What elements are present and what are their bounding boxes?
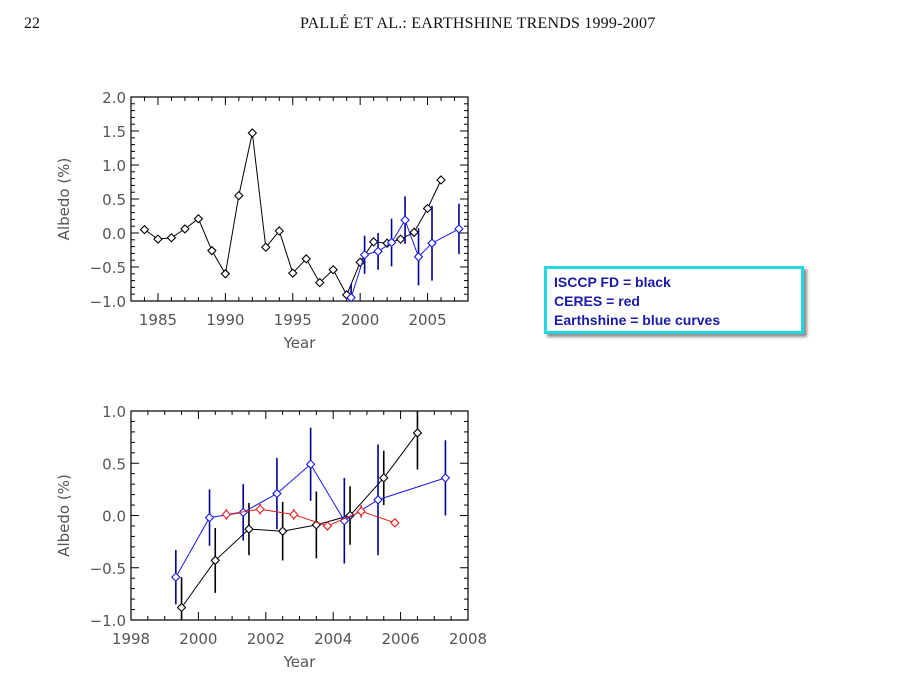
data-point	[272, 488, 282, 499]
data-point	[221, 509, 232, 520]
data-point	[234, 190, 244, 201]
data-point	[207, 245, 217, 256]
data-point	[261, 242, 271, 253]
data-point	[204, 512, 215, 523]
series-line	[175, 463, 446, 578]
data-point	[412, 428, 423, 438]
data-point	[277, 526, 288, 536]
series-ceres	[221, 504, 400, 531]
y-tick-label: −0.5	[90, 560, 126, 578]
y-tick-label: 0.5	[102, 455, 126, 473]
x-tick-label: 1998	[112, 630, 150, 648]
data-point	[378, 473, 389, 483]
x-axis-title: Year	[283, 334, 317, 352]
y-tick-label: −1.0	[90, 293, 126, 311]
data-point	[373, 495, 383, 505]
y-tick-label: −0.5	[90, 259, 126, 277]
data-point	[301, 254, 312, 264]
data-point	[386, 237, 397, 248]
data-point	[395, 234, 406, 244]
series-isccp-fd	[139, 128, 446, 300]
y-tick-label: 0.0	[102, 508, 126, 526]
data-point	[346, 292, 356, 303]
legend-earthshine: Earthshine = blue curves	[554, 312, 721, 328]
legend-ceres: CERES = red	[554, 293, 640, 309]
x-axis-title: Year	[283, 653, 317, 671]
legend-isccp: ISCCP FD = black	[554, 274, 671, 290]
x-tick-label: 1990	[206, 311, 244, 329]
series-earthshine	[171, 427, 451, 605]
data-point	[171, 572, 181, 582]
data-point	[244, 524, 254, 534]
data-point	[409, 227, 419, 238]
data-point	[400, 215, 410, 225]
y-tick-label: 1.5	[102, 123, 126, 141]
y-tick-label: 0.0	[102, 225, 126, 243]
data-point	[305, 459, 316, 470]
x-tick-label: 1995	[274, 311, 312, 329]
data-point	[180, 224, 190, 234]
data-point	[359, 249, 370, 260]
data-point	[220, 269, 231, 279]
x-tick-label: 2000	[179, 630, 217, 648]
series-isccp-fd	[176, 411, 423, 620]
data-point	[210, 555, 221, 566]
data-point	[139, 224, 150, 235]
data-point	[368, 237, 379, 247]
albedo-chart-1998-2008: 1998 2000 2002 2004 2006 2008 −1.0 −0.5 0.0 0.5 1.…	[55, 403, 487, 671]
x-tick-label: 2008	[449, 630, 487, 648]
legend-box: ISCCP FD = black CERES = red Earthshine …	[544, 266, 804, 334]
x-tick-label: 2000	[341, 311, 379, 329]
y-tick-label: 2.0	[102, 89, 126, 107]
data-point	[413, 252, 424, 262]
page-number: 22	[24, 15, 40, 32]
data-point	[427, 238, 437, 248]
x-tick-label: 2002	[247, 630, 285, 648]
data-point	[422, 203, 433, 214]
data-point	[322, 521, 333, 531]
y-tick-label: −1.0	[90, 612, 126, 630]
data-point	[193, 213, 204, 224]
x-tick-label: 2006	[382, 630, 420, 648]
data-point	[288, 509, 299, 520]
data-point	[390, 518, 400, 528]
series-line	[181, 432, 418, 608]
series-line	[226, 508, 396, 527]
y-tick-label: 1.0	[102, 403, 126, 421]
data-point	[255, 504, 265, 515]
data-point	[440, 473, 451, 483]
data-point	[328, 264, 338, 275]
data-point	[166, 232, 177, 243]
data-point	[153, 234, 163, 244]
x-tick-label: 2005	[408, 311, 446, 329]
y-tick-label: 1.0	[102, 157, 126, 175]
data-point	[356, 506, 366, 517]
albedo-chart-1983-2008: 1985 1990 1995 2000 2005 −1.0 −0.5 0.0 0.5 1.0 1.5…	[55, 89, 469, 352]
x-tick-label: 1985	[139, 311, 177, 329]
x-tick-label: 2004	[314, 630, 352, 648]
data-point	[274, 226, 285, 236]
data-point	[436, 175, 446, 185]
y-axis-title: Albedo (%)	[55, 158, 73, 241]
y-axis-title: Albedo (%)	[55, 474, 73, 557]
data-point	[314, 277, 325, 288]
series-earthshine	[346, 196, 464, 303]
data-point	[287, 268, 298, 278]
running-title: PALLÉ ET AL.: EARTHSHINE TRENDS 1999-200…	[300, 15, 656, 32]
data-point	[373, 246, 383, 257]
data-point	[176, 602, 187, 613]
data-point	[454, 224, 464, 234]
data-point	[247, 128, 258, 138]
y-tick-label: 0.5	[102, 191, 126, 209]
